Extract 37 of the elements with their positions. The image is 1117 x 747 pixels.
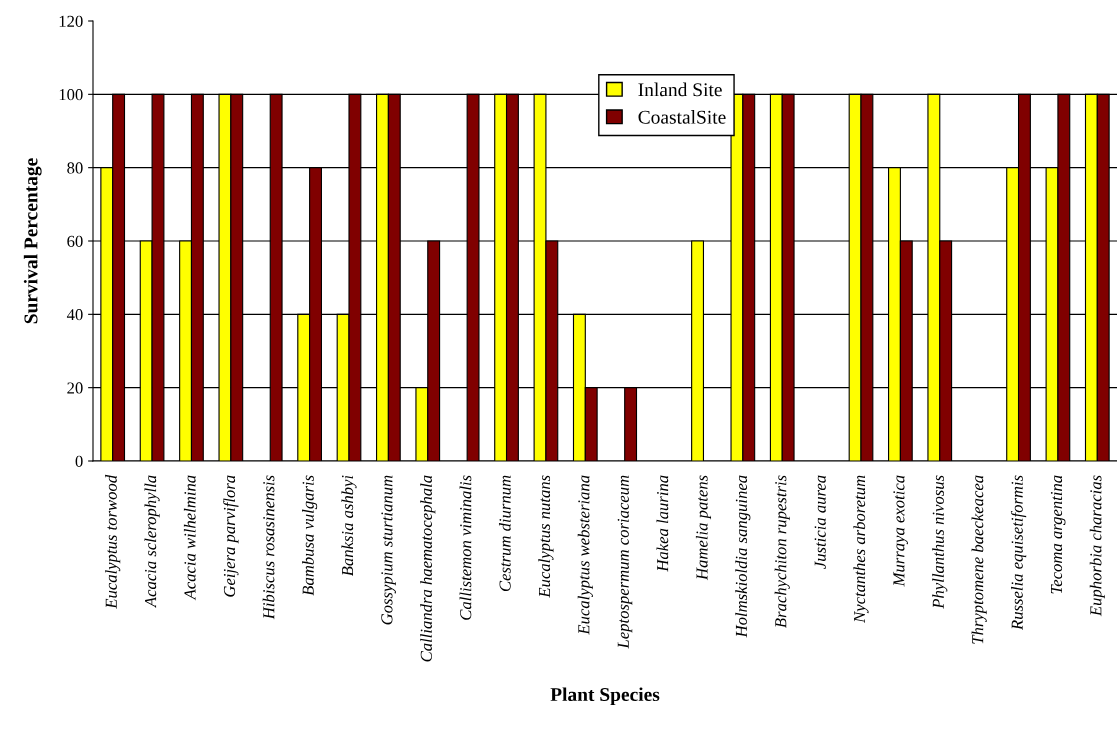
x-tick-label: Tecoma argentina xyxy=(1050,475,1066,594)
x-tick-label: Euphorbia characias xyxy=(1089,475,1105,617)
x-tick-label: Hibiscus rosasinensis xyxy=(262,475,275,620)
x-tick-label: Calliandra haematocephala xyxy=(420,475,436,662)
y-tick-label: 20 xyxy=(67,382,83,394)
x-tick-label: Eucalyptus websteriana xyxy=(577,475,593,635)
x-tick-label: Bambusa vulgaris xyxy=(302,475,318,596)
x-tick-label: Thryptomene baeckeacea xyxy=(971,475,987,644)
x-tick-label: Leptospermum coriaceum xyxy=(617,475,633,649)
x-tick-label: Acacia wilhelmina xyxy=(183,475,196,601)
y-tick-label: 40 xyxy=(66,309,83,321)
y-tick-label: 0 xyxy=(75,455,83,467)
x-tick-label: Holmskioldia sanguinea xyxy=(735,475,751,638)
x-tick-label: Eucalyptus torwood xyxy=(105,474,121,609)
legend-label: CoastalSite xyxy=(638,110,726,124)
x-tick-label: Acacia sclerophylla xyxy=(144,475,160,609)
y-tick-label: 60 xyxy=(67,235,83,247)
x-tick-label: Geijera parviflora xyxy=(223,475,239,597)
x-tick-label: Justicia aurea xyxy=(814,475,826,569)
x-tick-label: Phyllanthus nivosus xyxy=(932,475,948,609)
x-tick-label: Hamelia patens xyxy=(695,475,712,581)
y-tick-label: 120 xyxy=(59,15,83,27)
x-tick-label: Russelia equisetiformis xyxy=(1010,475,1027,631)
x-tick-label: Hakea laurina xyxy=(656,475,669,572)
y-tick-label: 80 xyxy=(67,162,83,174)
x-tick-label: Eucalyptus nutans xyxy=(538,475,554,598)
x-tick-label: Nyctanthes arboretum xyxy=(853,475,869,623)
x-tick-label: Brachychiton rupestris xyxy=(774,475,790,628)
y-tick-label: 100 xyxy=(59,89,83,101)
x-tick-label: Cestrum diurnum xyxy=(498,475,511,592)
y-axis-title: Survival Percentage xyxy=(23,158,42,324)
x-tick-label: Callistemon viminalis xyxy=(459,475,472,620)
legend-label: Inland Site xyxy=(638,82,722,97)
x-tick-label: Banksia ashbyi xyxy=(341,475,357,577)
x-tick-label: Murraya exotica xyxy=(893,475,908,587)
x-axis-title: Plant Species xyxy=(550,687,660,706)
x-tick-label: Gossypium sturtianum xyxy=(381,475,396,625)
